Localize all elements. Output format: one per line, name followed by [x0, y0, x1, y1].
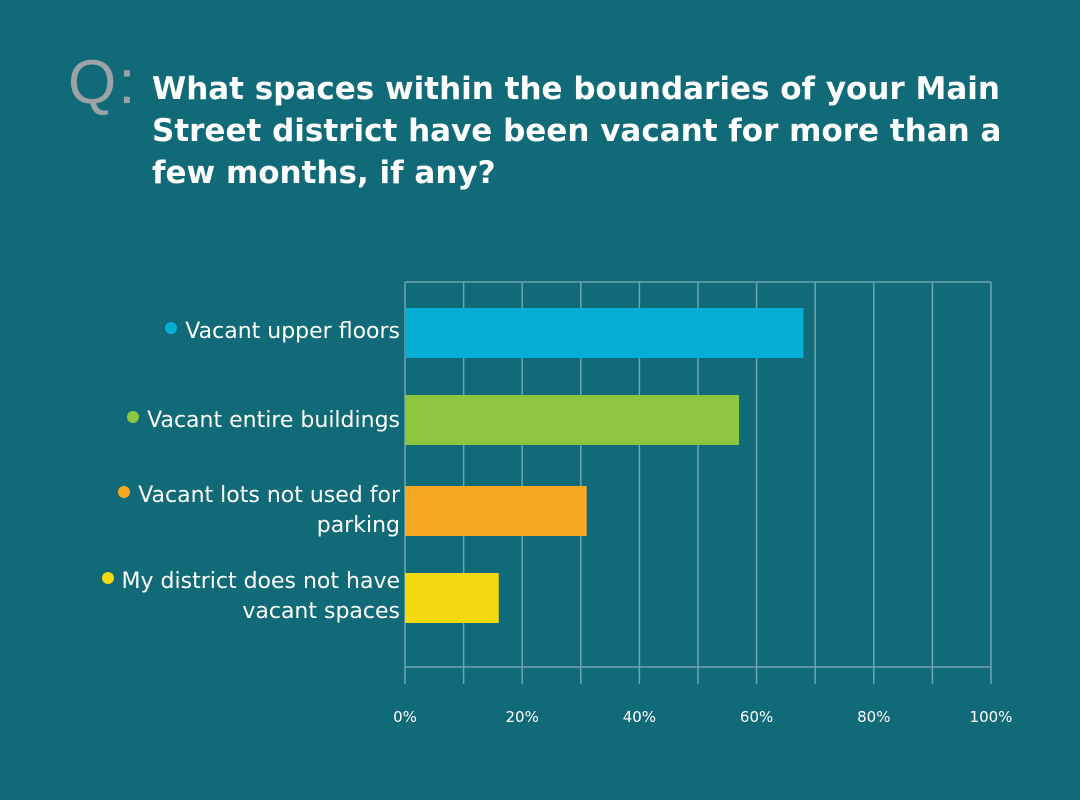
legend-dot-icon — [165, 322, 178, 334]
question-prefix: Q: — [68, 48, 138, 117]
legend-dot-icon — [118, 486, 131, 498]
x-tick-label: 80% — [857, 708, 890, 726]
x-tick-label: 100% — [970, 708, 1013, 726]
bar-2 — [405, 395, 740, 445]
legend-dot-icon — [101, 572, 114, 584]
x-tick-label: 40% — [623, 708, 656, 726]
category-label-text: My district does not have vacant spaces — [121, 569, 400, 624]
bar-3 — [405, 486, 587, 536]
category-label: My district does not have vacant spaces — [50, 567, 400, 627]
category-label-text: Vacant upper floors — [185, 319, 400, 344]
bar-4 — [405, 573, 499, 623]
x-tick-label: 0% — [393, 708, 417, 726]
category-label: Vacant lots not used for parking — [80, 481, 400, 541]
x-tick-label: 60% — [740, 708, 773, 726]
bar-1 — [405, 308, 804, 358]
category-label: Vacant entire buildings — [20, 406, 400, 436]
category-label-text: Vacant lots not used for parking — [138, 483, 400, 538]
x-tick-label: 20% — [506, 708, 539, 726]
question-title: What spaces within the boundaries of you… — [152, 71, 1002, 191]
category-label-text: Vacant entire buildings — [147, 408, 400, 433]
legend-dot-icon — [127, 411, 140, 423]
category-label: Vacant upper floors — [20, 317, 400, 347]
